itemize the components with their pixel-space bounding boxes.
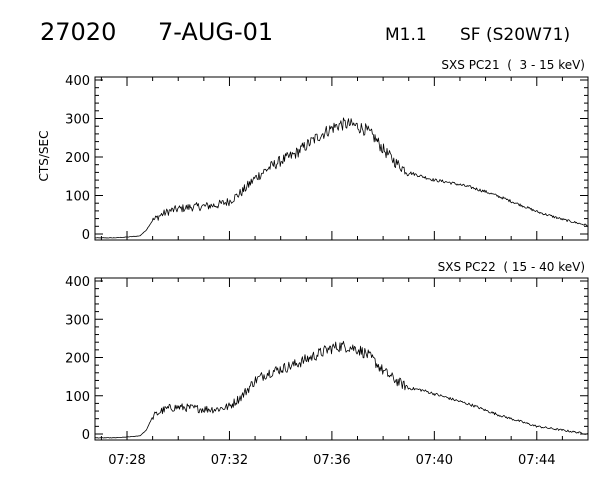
y-tick-label: 100	[65, 390, 90, 405]
goes-class: M1.1	[385, 25, 427, 45]
y-axis-label: CTS/SEC	[37, 131, 51, 182]
y-tick-label: 100	[65, 190, 90, 205]
y-tick-label: 300	[65, 313, 90, 328]
y-tick-label: 200	[65, 352, 90, 367]
plot-frame	[94, 277, 589, 441]
y-tick-label: 300	[65, 113, 90, 128]
event-date: 7-AUG-01	[158, 18, 273, 46]
panel-title-pc21: SXS PC21 ( 3 - 15 keV)	[441, 58, 585, 72]
plot-frame	[94, 76, 589, 241]
y-tick-label: 0	[82, 228, 90, 243]
x-tick-label: 07:32	[211, 453, 248, 468]
y-tick-label: 400	[65, 275, 90, 290]
y-tick-label: 400	[65, 74, 90, 89]
y-tick-label: 200	[65, 151, 90, 166]
x-tick-label: 07:36	[313, 453, 350, 468]
x-tick-label: 07:44	[518, 453, 555, 468]
event-id: 27020	[40, 18, 116, 46]
y-tick-label: 0	[82, 428, 90, 443]
x-tick-label: 07:28	[108, 453, 145, 468]
panel-pc22: SXS PC22 ( 15 - 40 keV) 0 100 200 300 400 07:…	[65, 260, 589, 468]
series-line	[95, 340, 588, 439]
panel-pc21: SXS PC21 ( 3 - 15 keV) CTS/SEC 0 100 200 30…	[37, 58, 589, 243]
panel-title-pc22: SXS PC22 ( 15 - 40 keV)	[438, 260, 585, 274]
series-line	[94, 117, 588, 239]
flare-info: SF (S20W71)	[460, 25, 570, 45]
x-tick-label: 07:40	[416, 453, 453, 468]
